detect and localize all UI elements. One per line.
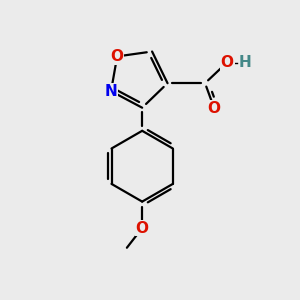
Text: O: O [136, 220, 149, 236]
Text: O: O [111, 49, 124, 64]
Text: H: H [239, 55, 252, 70]
Text: N: N [105, 84, 117, 99]
Text: O: O [208, 101, 220, 116]
Text: O: O [221, 55, 234, 70]
